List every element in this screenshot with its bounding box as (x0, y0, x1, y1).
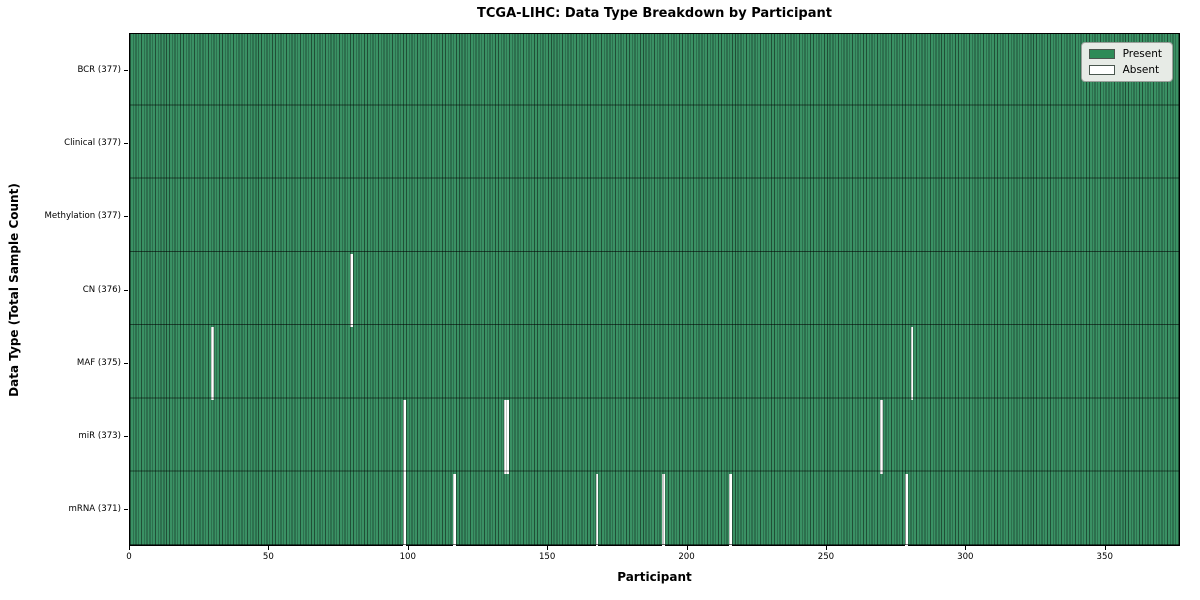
absent-cell-cn-79 (350, 253, 354, 328)
heatmap-row-bcr (130, 34, 1179, 107)
legend-swatch-absent (1088, 65, 1115, 75)
chart-title: TCGA-LIHC: Data Type Breakdown by Partic… (477, 6, 832, 21)
heatmap-row-cn (130, 253, 1179, 328)
y-tick-label-methylation: Methylation (377) (44, 211, 121, 222)
x-tick-label-200: 200 (678, 552, 695, 562)
heatmap-row-methylation (130, 181, 1179, 254)
y-tick-clinical (124, 142, 128, 144)
absent-cell-mrna-167 (595, 473, 599, 547)
x-tick-100 (407, 546, 409, 550)
absent-cell-mrna-116 (453, 473, 457, 547)
x-tick-label-300: 300 (957, 552, 974, 562)
absent-cell-mrna-191 (662, 473, 666, 547)
x-tick-50 (268, 546, 270, 550)
legend-item-present: Present (1088, 48, 1162, 60)
absent-cell-mrna-278 (905, 473, 908, 547)
x-tick-250 (825, 546, 827, 550)
y-tick-label-maf: MAF (375) (76, 357, 121, 368)
legend: Present Absent (1080, 42, 1173, 82)
y-tick-label-mrna: mRNA (371) (68, 504, 122, 515)
x-tick-200 (686, 546, 688, 550)
legend-swatch-present (1088, 49, 1115, 59)
x-tick-300 (965, 546, 967, 550)
x-tick-150 (547, 546, 549, 550)
y-tick-label-bcr: BCR (377) (77, 64, 121, 75)
absent-cell-mir-134 (503, 400, 507, 474)
x-tick-350 (1104, 546, 1106, 550)
y-tick-label-cn: CN (376) (82, 284, 121, 295)
y-tick-mir (124, 436, 128, 438)
x-tick-label-250: 250 (817, 552, 835, 562)
y-tick-label-mir: miR (373) (78, 431, 121, 442)
legend-item-absent: Absent (1088, 64, 1162, 76)
x-tick-label-100: 100 (399, 552, 416, 562)
legend-label-absent: Absent (1122, 64, 1160, 76)
absent-cell-maf-29 (210, 327, 214, 401)
absent-cell-mir-98 (403, 400, 406, 474)
x-axis-label: Participant (617, 570, 692, 584)
absent-cell-mrna-215 (729, 473, 733, 547)
y-tick-label-clinical: Clinical (377) (64, 137, 121, 148)
heatmap-row-clinical (130, 107, 1179, 180)
y-tick-mrna (124, 509, 128, 511)
x-tick-label-150: 150 (538, 552, 556, 562)
x-tick-label-0: 0 (126, 552, 132, 562)
y-tick-cn (124, 289, 128, 291)
y-tick-bcr (124, 69, 128, 71)
heatmap-row-mrna (130, 473, 1179, 547)
absent-cell-mir-269 (879, 400, 883, 474)
x-tick-label-50: 50 (262, 552, 274, 562)
y-tick-maf (124, 362, 128, 364)
y-tick-methylation (124, 216, 128, 218)
x-tick-0 (129, 546, 130, 550)
heatmap-row-maf (130, 327, 1179, 401)
absent-cell-maf-280 (910, 327, 914, 401)
heatmap-row-mir (130, 400, 1179, 474)
absent-cell-mir-135 (506, 400, 510, 474)
y-axis-label: Data Type (Total Sample Count) (7, 183, 21, 397)
legend-label-present: Present (1122, 48, 1162, 60)
absent-cell-mrna-98 (403, 473, 406, 547)
plot-area: Present Absent (129, 33, 1180, 547)
x-tick-label-350: 350 (1096, 552, 1113, 562)
